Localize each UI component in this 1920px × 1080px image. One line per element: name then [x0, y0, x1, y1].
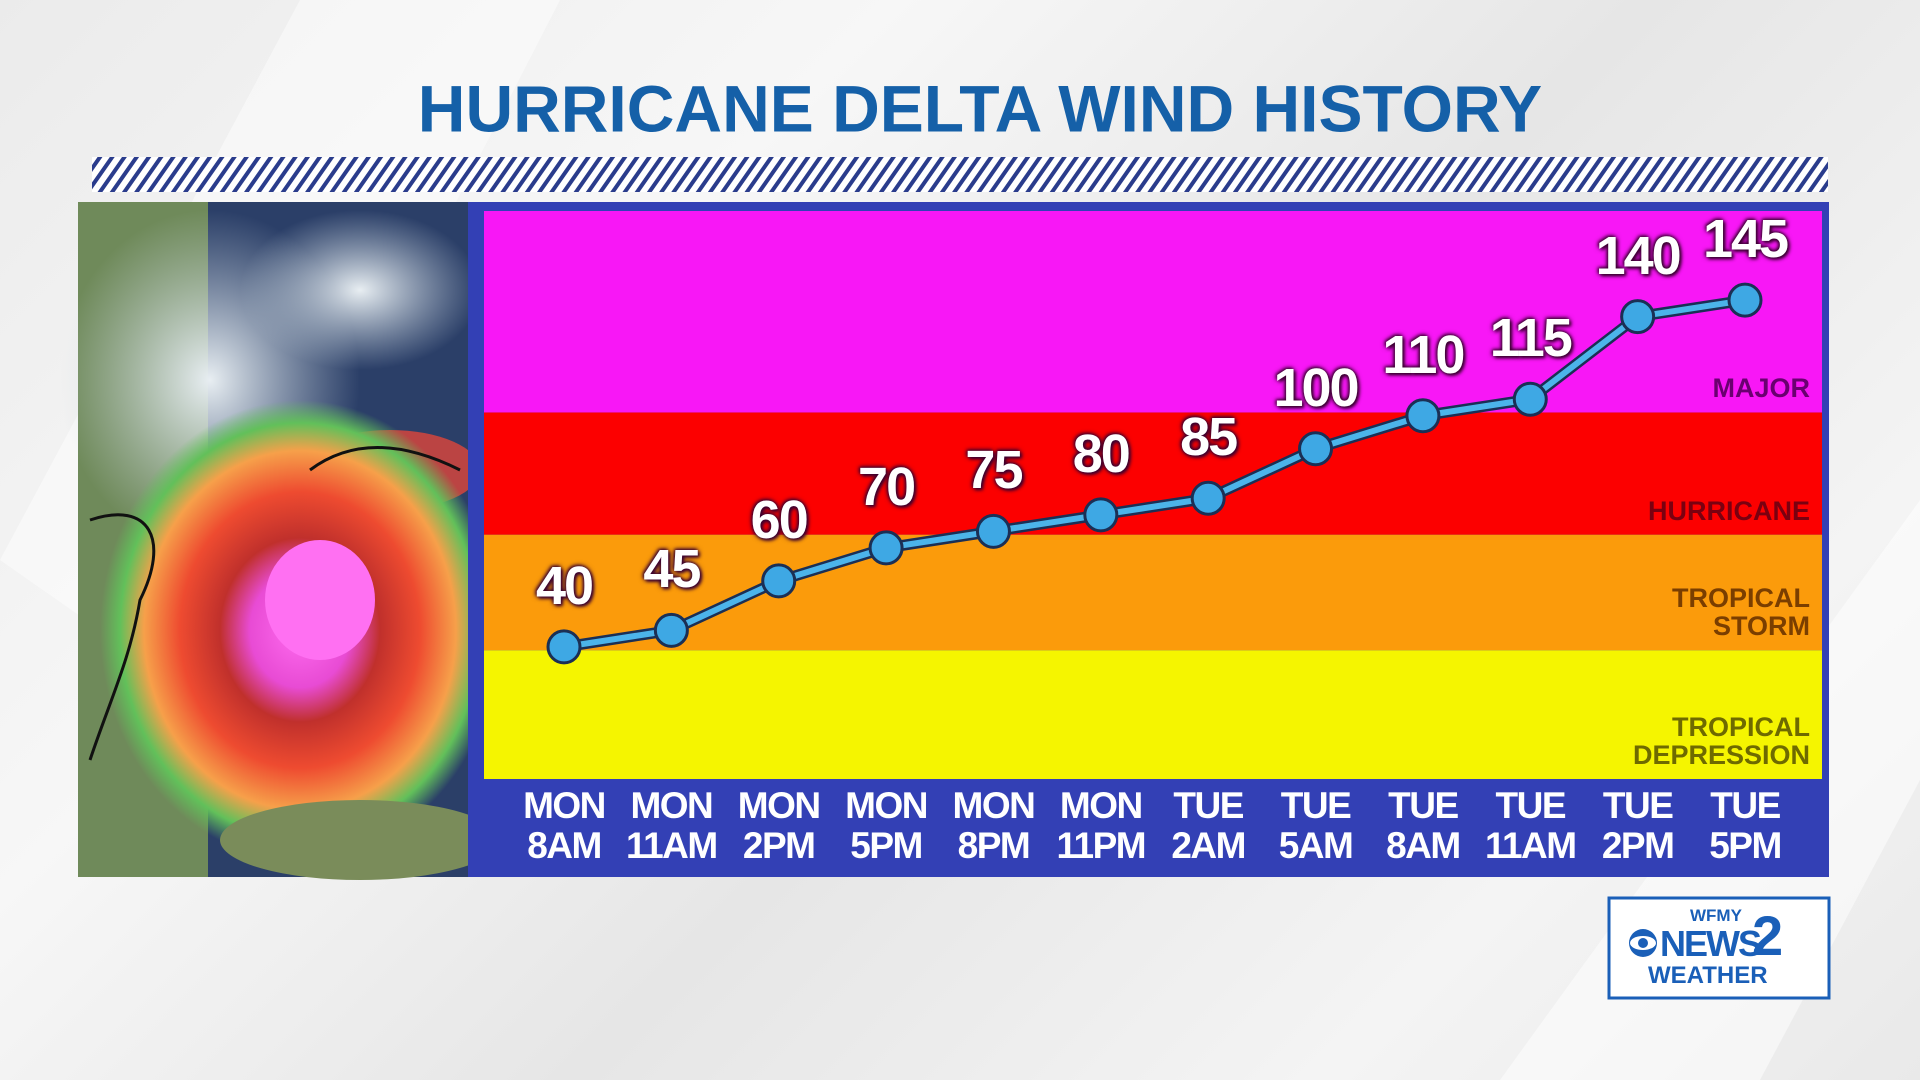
band-label: TROPICAL DEPRESSION [1632, 712, 1810, 770]
data-label: 70 [858, 456, 916, 517]
data-label: 100 [1273, 357, 1359, 418]
logo-number: 2 [1752, 904, 1784, 967]
category-band [484, 211, 1822, 413]
hatch-stripe [92, 157, 1828, 192]
data-label: 75 [965, 440, 1023, 501]
x-tick-label: MON 5PM [845, 785, 928, 866]
point [1512, 381, 1548, 417]
data-label: 115 [1489, 308, 1573, 369]
point [653, 612, 689, 648]
chart-title: HURRICANE DELTA WIND HISTORY [418, 71, 1542, 145]
logo-box [1607, 896, 1831, 1000]
data-label: 60 [750, 489, 809, 550]
point [1298, 431, 1334, 467]
data-label: 140 [1595, 225, 1682, 286]
x-tick-label: TUE 11AM [1484, 785, 1577, 866]
category-band [484, 534, 1822, 651]
band-label: MAJOR [1712, 373, 1810, 404]
logo-station: WFMY [1690, 906, 1742, 925]
point [1083, 497, 1119, 533]
band-label: HURRICANE [1648, 495, 1810, 526]
data-label: 45 [643, 539, 701, 600]
x-tick-label: MON 8AM [523, 785, 606, 866]
data-label: 85 [1180, 407, 1238, 468]
data-label: 80 [1072, 423, 1131, 484]
point [546, 629, 582, 665]
point [1620, 299, 1656, 335]
x-tick-label: TUE 8AM [1386, 785, 1461, 866]
data-label: 40 [535, 555, 594, 616]
x-tick-label: TUE 5AM [1278, 785, 1354, 866]
x-tick-label: TUE 2PM [1601, 785, 1675, 866]
x-tick-label: MON 2PM [737, 785, 821, 866]
data-label: 145 [1702, 209, 1789, 270]
x-tick-label: TUE 2AM [1171, 785, 1246, 866]
logo-tagline: WEATHER [1648, 962, 1768, 989]
category-band [484, 412, 1822, 535]
point [975, 513, 1011, 549]
x-tick-label: TUE 5PM [1709, 785, 1782, 866]
point [868, 530, 904, 566]
x-tick-label: MON 8PM [952, 785, 1036, 866]
x-tick-label: MON 11PM [1056, 785, 1147, 866]
line [563, 297, 1746, 650]
band-label: TROPICAL STORM [1672, 583, 1810, 642]
logo-name: NEWS [1660, 923, 1762, 964]
category-band [484, 650, 1822, 779]
point [1190, 480, 1226, 516]
point [761, 563, 797, 599]
data-label: 110 [1382, 324, 1465, 385]
point [1405, 398, 1441, 434]
point [1727, 282, 1763, 318]
satellite-image [60, 202, 500, 880]
x-tick-label: MON 11AM [626, 785, 718, 866]
